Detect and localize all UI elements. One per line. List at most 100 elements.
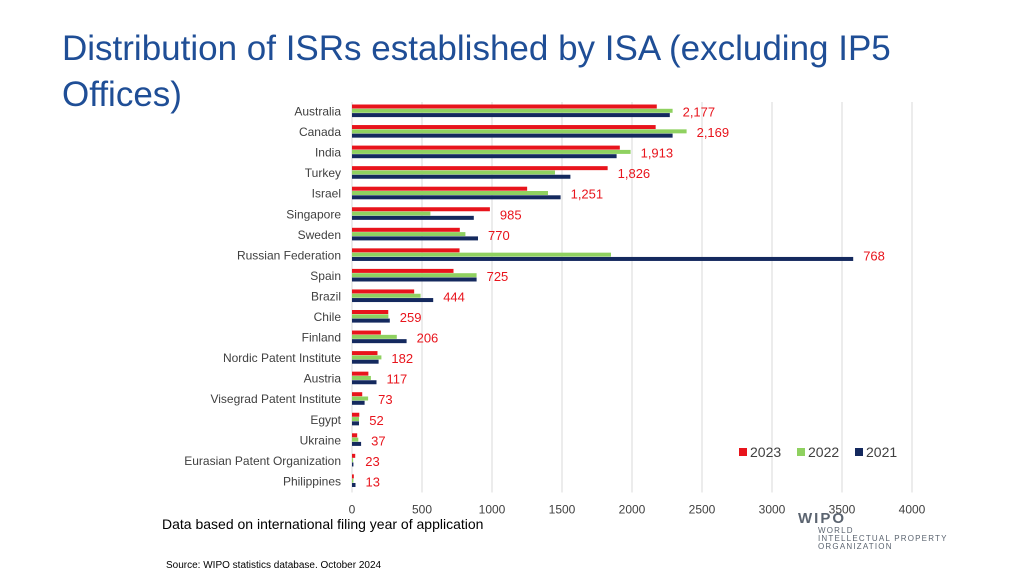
bar-2022 (352, 314, 389, 319)
bar-2021 (352, 380, 377, 385)
x-tick-label: 3500 (829, 502, 856, 516)
bar-2022 (352, 375, 371, 380)
category-label: Singapore (286, 207, 341, 221)
bar-2021 (352, 359, 379, 364)
category-label: Spain (310, 269, 341, 283)
bar-2022 (352, 211, 431, 216)
bar-2022 (352, 458, 354, 463)
wipo-logo: WIPO WORLD INTELLECTUAL PROPERTY ORGANIZ… (798, 510, 998, 551)
data-label: 2,177 (683, 105, 716, 120)
logo-line-org: ORGANIZATION (818, 542, 893, 551)
legend-swatch-2021 (855, 448, 863, 456)
category-label: Ukraine (300, 433, 342, 447)
bar-2022 (352, 417, 359, 422)
data-label: 1,913 (641, 146, 674, 161)
bar-2021 (352, 236, 478, 241)
bar-2023 (352, 412, 360, 417)
bar-2023 (352, 289, 415, 294)
bar-2021 (352, 339, 407, 344)
bar-2021 (352, 256, 854, 261)
data-note: Data based on international filing year … (162, 516, 484, 532)
data-label: 2,169 (697, 125, 730, 140)
x-tick-label: 4000 (899, 502, 926, 516)
category-label: Israel (312, 187, 341, 201)
bar-2022 (352, 232, 466, 237)
bar-2023 (352, 145, 620, 150)
data-label: 13 (366, 474, 380, 489)
bar-2021 (352, 113, 670, 118)
x-tick-label: 2000 (619, 502, 646, 516)
source-note: Source: WIPO statistics database. Octobe… (166, 560, 382, 571)
category-label: Brazil (311, 289, 341, 303)
bar-2022 (352, 129, 687, 134)
logo-line-world: WORLD (818, 526, 854, 535)
bar-2023 (352, 248, 460, 253)
bar-2023 (352, 453, 356, 458)
data-label: 985 (500, 207, 522, 222)
chart-title: Distribution of ISRs established by ISA … (62, 29, 891, 114)
logo-wordmark: WIPO (798, 510, 846, 527)
bar-2021 (352, 421, 359, 426)
category-label: Philippines (283, 474, 341, 488)
legend-label-2023: 2023 (750, 444, 781, 460)
bar-2023 (352, 474, 354, 479)
x-tick-label: 1000 (479, 502, 506, 516)
bar-2022 (352, 293, 421, 298)
bar-2023 (352, 104, 657, 109)
category-label: Chile (314, 310, 342, 324)
data-label: 444 (443, 289, 465, 304)
bar-2023 (352, 310, 389, 314)
bar-2021 (352, 400, 365, 405)
x-tick-label: 500 (412, 502, 432, 516)
bar-2022 (352, 108, 673, 113)
category-label: Australia (294, 105, 341, 119)
bar-2023 (352, 371, 369, 376)
category-label: Austria (304, 372, 342, 386)
category-label: Russian Federation (237, 248, 341, 262)
bar-2022 (352, 396, 369, 401)
bar-2021 (352, 215, 474, 220)
category-label: Eurasian Patent Organization (184, 454, 341, 468)
bar-2022 (352, 437, 359, 442)
bar-2023 (352, 125, 656, 130)
bar-2023 (352, 227, 460, 232)
data-label: 770 (488, 228, 510, 243)
bar-2022 (352, 170, 555, 175)
bar-2022 (352, 478, 354, 483)
bar-2023 (352, 166, 608, 171)
bar-2021 (352, 174, 571, 179)
bar-2022 (352, 252, 611, 257)
bar-2022 (352, 355, 382, 360)
bar-2022 (352, 273, 477, 278)
bar-2021 (352, 318, 390, 323)
data-label: 73 (378, 392, 392, 407)
bar-2021 (352, 483, 356, 487)
data-label: 52 (369, 413, 383, 428)
bar-2023 (352, 207, 490, 212)
bar-2023 (352, 433, 358, 438)
category-label: Canada (299, 125, 341, 139)
bar-2022 (352, 149, 631, 154)
data-label: 259 (400, 310, 422, 325)
data-label: 768 (863, 248, 885, 263)
category-label: Egypt (310, 413, 341, 427)
x-tick-label: 1500 (549, 502, 576, 516)
x-tick-label: 3000 (759, 502, 786, 516)
bar-2021 (352, 462, 354, 467)
data-label: 23 (365, 454, 379, 469)
legend-swatch-2023 (739, 448, 747, 456)
data-label: 725 (487, 269, 509, 284)
x-tick-label: 0 (349, 502, 356, 516)
data-label: 37 (371, 433, 385, 448)
category-label: Finland (302, 331, 341, 345)
bar-2021 (352, 195, 561, 200)
bar-2021 (352, 133, 673, 138)
bar-2021 (352, 154, 617, 159)
bar-2022 (352, 334, 397, 339)
bar-2023 (352, 351, 378, 356)
x-tick-label: 2500 (689, 502, 716, 516)
bar-2021 (352, 298, 434, 303)
bar-2022 (352, 191, 548, 195)
bar-2021 (352, 441, 362, 446)
